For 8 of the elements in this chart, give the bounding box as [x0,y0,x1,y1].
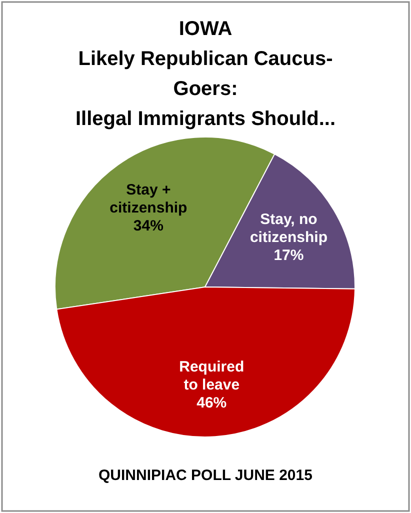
slice-label: Stay, no citizenship [250,211,328,246]
text: QUINNIPIAC POLL JUNE 2015 [98,467,312,484]
data-label: 46% [196,394,227,412]
slice-label: Stay + citizenship [110,182,188,217]
slice-label: Required to leave [179,358,244,394]
chart-title: IOWA Likely Republican Caucus- Goers: Illegal Immigrants Should... [75,18,336,130]
data-label: 17% [274,247,304,264]
data-label: 34% [133,218,164,235]
